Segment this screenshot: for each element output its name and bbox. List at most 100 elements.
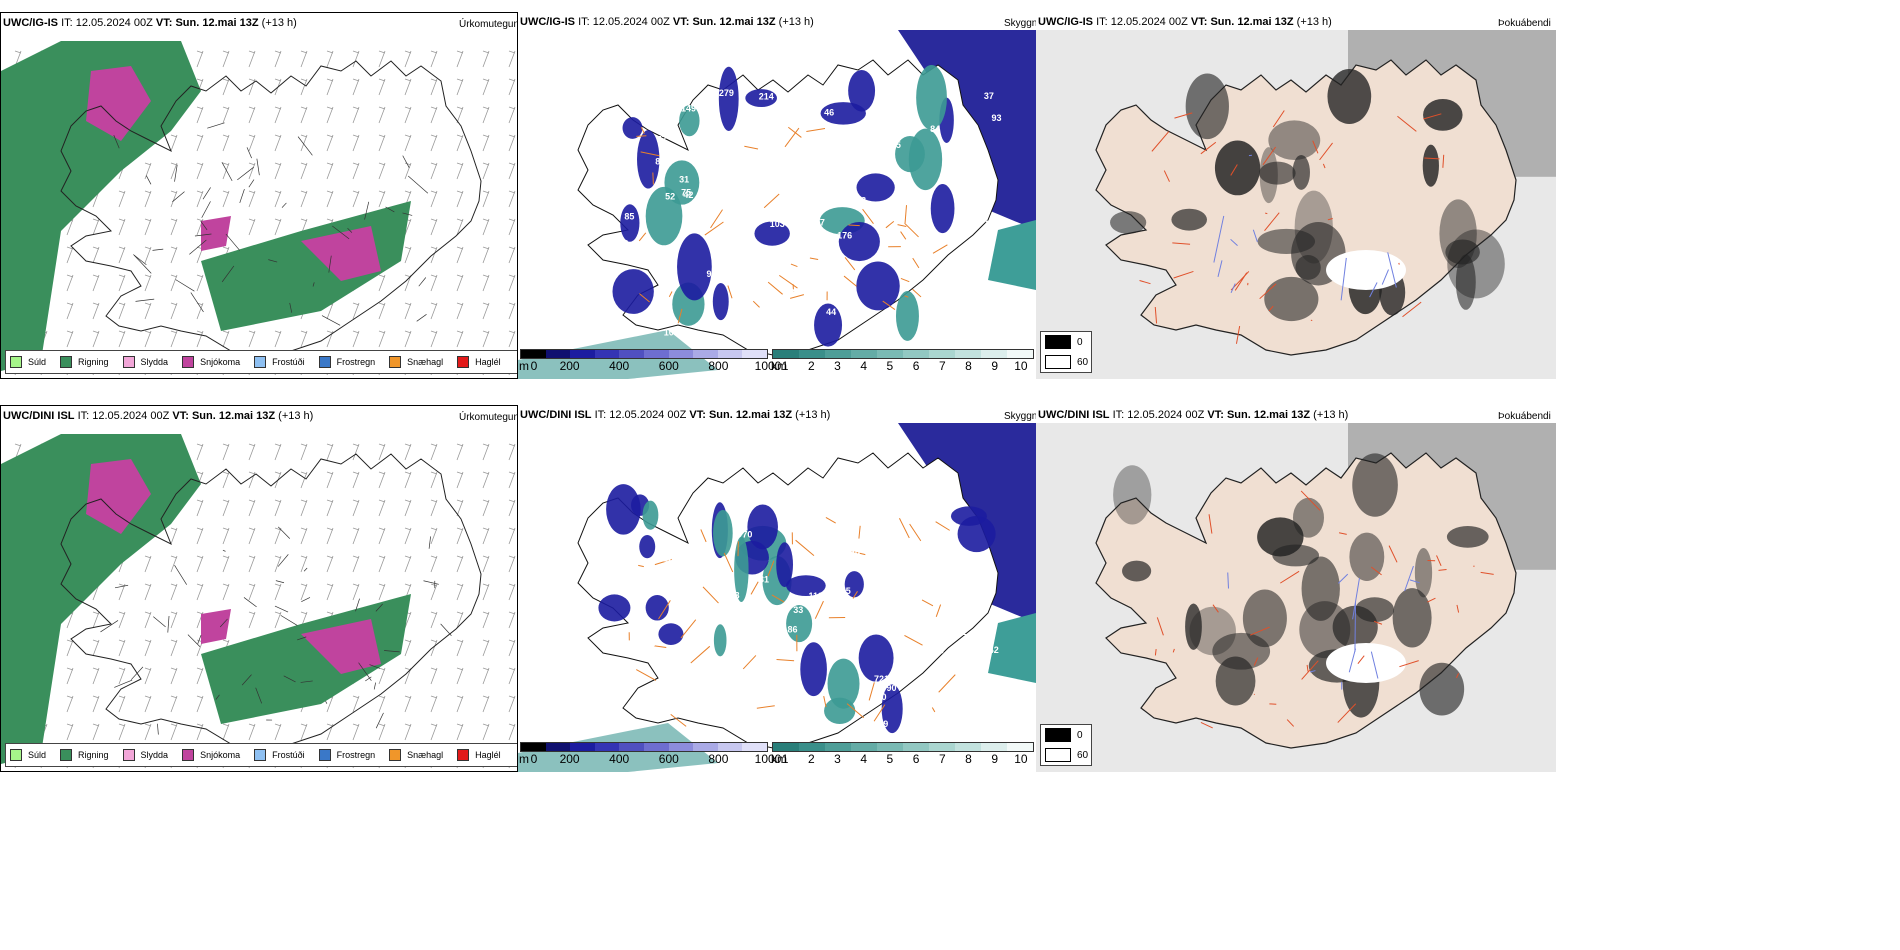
ceiling-value-label: 38 (985, 219, 995, 229)
product-title: Skyggni (1004, 18, 1036, 29)
snow-area (301, 226, 381, 281)
ceiling-value-label: 57 (657, 134, 667, 144)
ceiling-value-label: 91 (706, 269, 716, 279)
legend-item: Frostúði (254, 749, 305, 761)
ceiling-value-label: 46 (824, 108, 834, 118)
ceiling-value-label: 93 (991, 113, 1001, 123)
ceiling-value-label: 176 (837, 230, 852, 240)
ceiling-value-label: 33 (793, 605, 803, 615)
ceiling-value-label: 90 (887, 683, 897, 693)
colorbar-tick: 9 (991, 752, 999, 766)
colorbar-unit: m (519, 752, 529, 766)
valid-label: VT: (689, 409, 706, 421)
ceiling-value-label: 35 (624, 559, 634, 569)
colorbar-unit: km (771, 359, 787, 373)
colorbar-tick: 10 (1014, 359, 1028, 373)
ceiling-value-label: 31 (759, 575, 769, 585)
ceiling-value-label: 75 (681, 188, 691, 198)
ceiling-value-label: 168 (823, 89, 838, 99)
legend-item: Súld (10, 749, 46, 761)
colorbar-tick: 3 (834, 359, 841, 373)
ceiling-value-label: 90 (899, 263, 909, 273)
ceiling-value-label: 36 (877, 567, 887, 577)
legend-label: 60 (1077, 356, 1089, 368)
colorbar-tick: 10 (1014, 752, 1028, 766)
legend-swatch (1045, 335, 1071, 349)
ceiling-value-label: 165 (886, 140, 901, 150)
map-panel-2: UWC/IG-IS IT: 12.05.2024 00Z VT: Sun. 12… (518, 12, 1036, 379)
ceiling-value-label: 110 (809, 591, 824, 601)
map-canvas (1, 424, 517, 771)
vis_bar-colorbar: km 1 2 3 4 5 6 7 8 9 10 (771, 349, 1034, 375)
ceiling-value-label: 72 (956, 627, 966, 637)
legend-item: Haglél (457, 356, 501, 368)
ceiling-value-label: 203 (700, 657, 715, 667)
colorbar-strip (520, 349, 768, 359)
legend-item: Snæhagl (389, 356, 443, 368)
ceiling-value-label: 600 (769, 696, 784, 706)
ceiling-value-label: 40 (752, 324, 762, 334)
ceiling-value-label: 120 (921, 568, 936, 578)
ceiling-value-label: 149 (681, 103, 696, 113)
legend-label: Frostregn (336, 357, 376, 367)
panel-header: UWC/DINI ISL IT: 12.05.2024 00Z VT: Sun.… (1038, 409, 1348, 421)
legend-label: Snjókoma (200, 357, 241, 367)
colorbar-tick: 600 (658, 359, 679, 373)
panel-header: UWC/DINI ISL IT: 12.05.2024 00Z VT: Sun.… (520, 409, 830, 421)
model-name: UWC/IG-IS (1038, 16, 1093, 28)
valid-label: VT: (155, 17, 173, 29)
product-title: Skyggni (1004, 411, 1036, 422)
ceiling-value-label: 111 (771, 124, 785, 134)
colorbar-tick: 7 (938, 752, 946, 766)
ceiling-value-label: 52 (867, 556, 877, 566)
ceiling-value-label: 115 (663, 554, 678, 564)
ceiling-value-label: 70 (759, 148, 769, 158)
legend-swatch (389, 749, 402, 761)
ceiling-value-label: 86 (787, 624, 797, 634)
colorbar-tick: 8 (965, 359, 972, 373)
ceiling-value-label: 721 (874, 674, 889, 684)
product-title: Úrkomutegund (459, 19, 517, 30)
colorbar-tick: 0 (530, 359, 538, 373)
legend-label: Slydda (140, 750, 169, 760)
fog-index-legend: 0 60 (1040, 331, 1092, 373)
init-label: IT: (1096, 16, 1108, 28)
fog-index-legend: 0 60 (1040, 724, 1092, 766)
legend-label: Slydda (140, 357, 169, 367)
ceiling-value-label: 85 (624, 212, 634, 222)
vis_bar-colorbar: km 1 2 3 4 5 6 7 8 9 10 (771, 742, 1034, 768)
legend-swatch (1045, 748, 1071, 762)
ceiling-value-label: 49 (878, 719, 888, 729)
ceiling-value-label: 51 (802, 113, 812, 123)
valid-time: Sun. 12.mai 13Z (175, 17, 259, 29)
legend-label: Frostregn (336, 750, 376, 760)
legend-item: Rigning (60, 356, 109, 368)
colorbar-tick: 1000 (754, 359, 782, 373)
map-panel-4: UWC/DINI ISL IT: 12.05.2024 00Z VT: Sun.… (0, 405, 518, 772)
ceiling-value-label: 206 (762, 182, 777, 192)
legend-label: Súld (28, 750, 47, 760)
valid-label: VT: (172, 410, 189, 422)
legend-label: 0 (1077, 336, 1083, 348)
legend-item: Slydda (122, 356, 169, 368)
colorbar-tick: 200 (559, 752, 580, 766)
ceiling-value-label: 60 (709, 157, 719, 167)
legend-swatch (457, 356, 470, 368)
ceiling-value-label: 43 (731, 610, 741, 620)
ceiling-value-label: 58 (856, 195, 866, 205)
panel-header: UWC/IG-IS IT: 12.05.2024 00Z VT: Sun. 12… (520, 16, 814, 28)
map-panel-5: UWC/DINI ISL IT: 12.05.2024 00Z VT: Sun.… (518, 405, 1036, 772)
legend-label: Snæhagl (407, 357, 444, 367)
legend-swatch (1045, 355, 1071, 369)
ceiling-value-label: 54 (868, 479, 878, 489)
colorbar-tick: 800 (708, 752, 729, 766)
colorbar-strip (772, 742, 1034, 752)
colorbar-tick: 6 (912, 359, 920, 373)
legend-swatch (1045, 728, 1071, 742)
ceiling_bar-colorbar: m 0 200 400 600 800 1000 (519, 349, 781, 375)
legend-swatch (318, 749, 331, 761)
legend-item: Frostúði (254, 356, 305, 368)
ceiling-value-label: 84 (930, 124, 940, 134)
lead-time: (+13 h) (1296, 16, 1332, 28)
ceiling-value-label: 37 (849, 600, 859, 610)
